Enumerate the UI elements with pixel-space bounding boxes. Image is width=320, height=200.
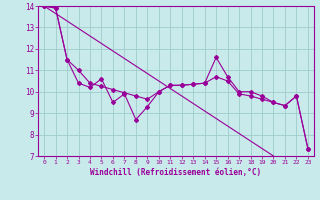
X-axis label: Windchill (Refroidissement éolien,°C): Windchill (Refroidissement éolien,°C) [91,168,261,177]
